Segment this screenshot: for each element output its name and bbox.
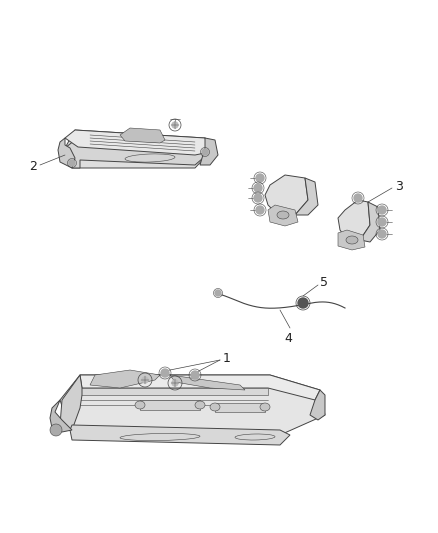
Polygon shape [65,130,210,155]
Ellipse shape [346,236,358,244]
Circle shape [378,218,386,226]
Ellipse shape [195,401,205,409]
Polygon shape [268,205,298,226]
Text: 4: 4 [284,332,292,345]
Polygon shape [58,138,75,168]
Circle shape [254,184,262,192]
Polygon shape [80,388,268,395]
Polygon shape [265,175,308,215]
Circle shape [215,290,221,296]
Polygon shape [70,425,290,445]
Polygon shape [65,130,210,168]
Circle shape [256,206,264,214]
Circle shape [254,194,262,202]
Circle shape [172,380,178,386]
Circle shape [256,174,264,182]
Polygon shape [90,370,160,388]
Polygon shape [338,200,370,240]
Ellipse shape [210,403,220,411]
Polygon shape [310,390,325,420]
Circle shape [354,194,362,202]
Circle shape [191,371,199,379]
Circle shape [202,149,208,155]
Polygon shape [60,375,82,430]
Circle shape [50,424,62,436]
Polygon shape [360,202,380,242]
Polygon shape [295,178,318,215]
Ellipse shape [135,401,145,409]
Circle shape [172,122,178,128]
Text: 5: 5 [320,277,328,289]
Polygon shape [338,230,365,250]
Text: 1: 1 [223,351,231,365]
Polygon shape [170,375,245,390]
Polygon shape [200,138,218,165]
Text: 3: 3 [395,181,403,193]
Circle shape [298,298,308,308]
Polygon shape [65,140,210,168]
Polygon shape [50,400,72,432]
Circle shape [378,230,386,238]
Circle shape [69,160,75,166]
Circle shape [161,369,169,377]
Ellipse shape [277,211,289,219]
Polygon shape [80,375,320,400]
Circle shape [142,377,148,383]
Text: 2: 2 [29,160,37,174]
Ellipse shape [260,403,270,411]
Polygon shape [215,403,265,412]
Circle shape [378,206,386,214]
Polygon shape [60,375,325,435]
Polygon shape [120,128,165,143]
Polygon shape [140,400,200,410]
